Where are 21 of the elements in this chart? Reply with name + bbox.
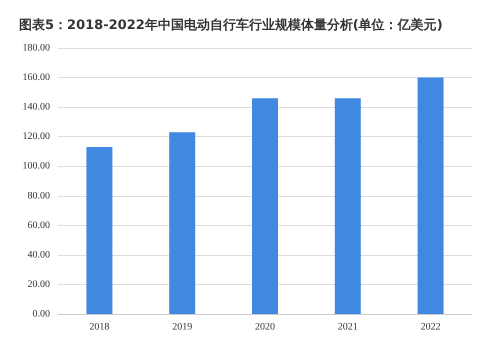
chart-title: 图表5：2018-2022年中国电动自行车行业规模体量分析(单位：亿美元) bbox=[19, 17, 443, 33]
bar bbox=[418, 78, 444, 314]
bar bbox=[252, 98, 278, 314]
x-tick-label: 2019 bbox=[172, 322, 192, 332]
x-tick-label: 2021 bbox=[338, 322, 358, 332]
y-tick-label: 100.00 bbox=[22, 160, 50, 172]
bar bbox=[169, 132, 196, 314]
x-tick-label: 2022 bbox=[420, 322, 441, 332]
y-tick-label: 120.00 bbox=[22, 131, 50, 142]
y-tick-label: 140.00 bbox=[22, 102, 50, 113]
y-tick-label: 180.00 bbox=[22, 42, 50, 54]
y-tick-label: 60.00 bbox=[28, 220, 50, 231]
bar bbox=[86, 147, 112, 314]
y-tick-label: 20.00 bbox=[28, 278, 50, 290]
bar bbox=[334, 98, 361, 314]
y-tick-label: 0.00 bbox=[32, 308, 50, 320]
y-tick-label: 80.00 bbox=[28, 190, 50, 202]
x-tick-label: 2020 bbox=[255, 322, 275, 332]
y-tick-label: 160.00 bbox=[22, 72, 50, 84]
y-tick-label: 40.00 bbox=[28, 249, 50, 260]
x-tick-label: 2018 bbox=[89, 322, 110, 332]
